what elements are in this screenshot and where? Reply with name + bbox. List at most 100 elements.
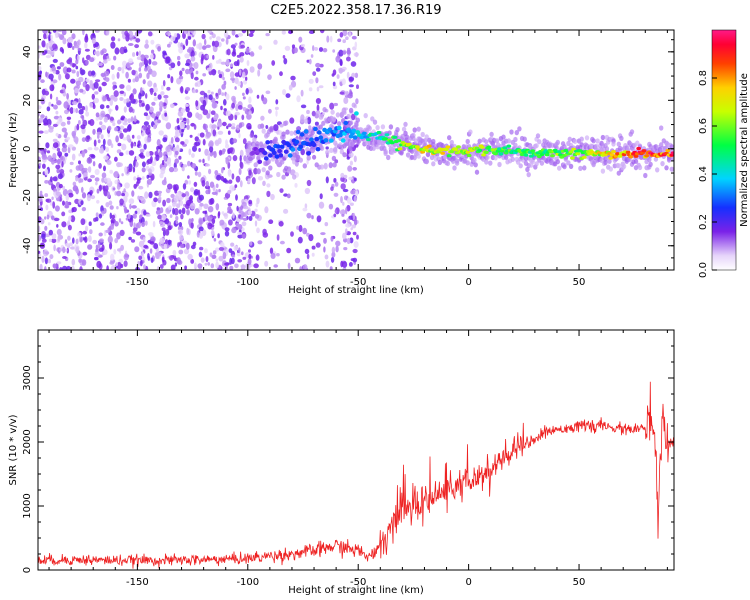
noise-speck	[133, 183, 137, 189]
noise-speck	[342, 50, 346, 55]
noise-speck	[228, 179, 233, 184]
noise-speck	[343, 247, 348, 251]
noise-speck	[111, 214, 115, 219]
colorbar-tick-label: 0.6	[698, 118, 709, 134]
noise-speck	[198, 159, 202, 163]
noise-speck	[353, 195, 357, 202]
signal-core	[465, 150, 471, 154]
noise-speck	[59, 62, 65, 67]
noise-speck	[187, 160, 191, 167]
noise-speck	[95, 50, 100, 57]
noise-speck	[64, 132, 68, 136]
noise-speck	[166, 197, 171, 204]
noise-speck	[68, 215, 72, 222]
noise-speck	[78, 160, 81, 165]
y-tick-label: -40	[22, 238, 33, 254]
noise-speck	[61, 161, 64, 168]
noise-speck	[149, 54, 154, 59]
noise-speck	[104, 177, 109, 183]
noise-speck	[248, 215, 253, 221]
noise-speck	[294, 183, 298, 188]
noise-speck	[225, 157, 229, 165]
noise-speck	[85, 105, 88, 112]
noise-speck	[349, 89, 352, 94]
noise-speck	[174, 150, 179, 156]
noise-speck	[170, 62, 176, 69]
noise-speck	[179, 70, 183, 77]
signal-halo	[485, 154, 490, 160]
signal-halo	[351, 102, 356, 108]
noise-speck	[351, 224, 357, 229]
noise-speck	[346, 156, 350, 160]
noise-speck	[107, 125, 112, 131]
noise-speck	[175, 147, 181, 152]
signal-core	[271, 150, 277, 155]
noise-speck	[80, 218, 86, 226]
noise-speck	[346, 71, 350, 79]
noise-speck	[85, 225, 89, 232]
noise-speck	[157, 190, 162, 194]
noise-speck	[71, 153, 76, 161]
noise-speck	[142, 79, 146, 85]
noise-speck	[242, 256, 247, 260]
noise-speck	[113, 55, 117, 61]
signal-core	[481, 153, 486, 157]
noise-speck	[138, 72, 143, 79]
noise-speck	[134, 246, 140, 253]
noise-speck	[41, 255, 45, 263]
noise-speck	[230, 44, 236, 49]
noise-speck	[50, 78, 54, 82]
noise-speck	[71, 33, 76, 40]
noise-speck	[101, 81, 107, 87]
noise-speck	[153, 92, 157, 97]
noise-speck	[166, 31, 169, 36]
noise-speck	[85, 33, 88, 41]
noise-speck	[251, 177, 256, 185]
noise-speck	[56, 66, 61, 70]
noise-speck	[311, 245, 316, 250]
signal-core	[617, 154, 623, 158]
noise-speck	[231, 102, 236, 109]
noise-speck	[202, 138, 206, 146]
noise-speck	[77, 232, 81, 237]
noise-speck	[181, 166, 185, 172]
noise-speck	[208, 168, 212, 175]
noise-speck	[248, 89, 253, 94]
x-tick-label: 50	[573, 277, 586, 288]
noise-speck	[123, 191, 129, 198]
noise-speck	[334, 181, 339, 187]
signal-core	[359, 135, 365, 140]
noise-speck	[150, 236, 156, 243]
noise-speck	[66, 67, 72, 73]
noise-speck	[72, 46, 75, 50]
noise-speck	[339, 58, 343, 66]
noise-speck	[248, 199, 253, 205]
noise-speck	[308, 30, 315, 34]
signal-halo	[305, 147, 310, 153]
noise-speck	[70, 215, 76, 223]
noise-speck	[64, 109, 69, 115]
noise-speck	[306, 179, 312, 187]
noise-speck	[78, 109, 84, 115]
noise-speck	[128, 43, 134, 46]
signal-core	[479, 145, 485, 149]
noise-speck	[38, 250, 41, 254]
noise-speck	[238, 122, 243, 129]
y-tick-label: 0	[22, 146, 33, 152]
signal-halo	[306, 155, 311, 161]
noise-speck	[269, 140, 273, 144]
noise-speck	[100, 222, 105, 226]
noise-speck	[256, 197, 260, 204]
noise-speck	[92, 161, 96, 167]
noise-speck	[240, 264, 246, 270]
noise-speck	[81, 137, 86, 143]
y-tick-label: -20	[22, 189, 33, 205]
noise-speck	[131, 134, 135, 139]
noise-speck	[220, 242, 225, 248]
noise-speck	[262, 97, 268, 105]
signal-core	[575, 152, 581, 156]
noise-speck	[184, 96, 191, 101]
noise-speck	[41, 153, 47, 160]
signal-halo	[591, 138, 596, 144]
noise-speck	[215, 92, 219, 97]
